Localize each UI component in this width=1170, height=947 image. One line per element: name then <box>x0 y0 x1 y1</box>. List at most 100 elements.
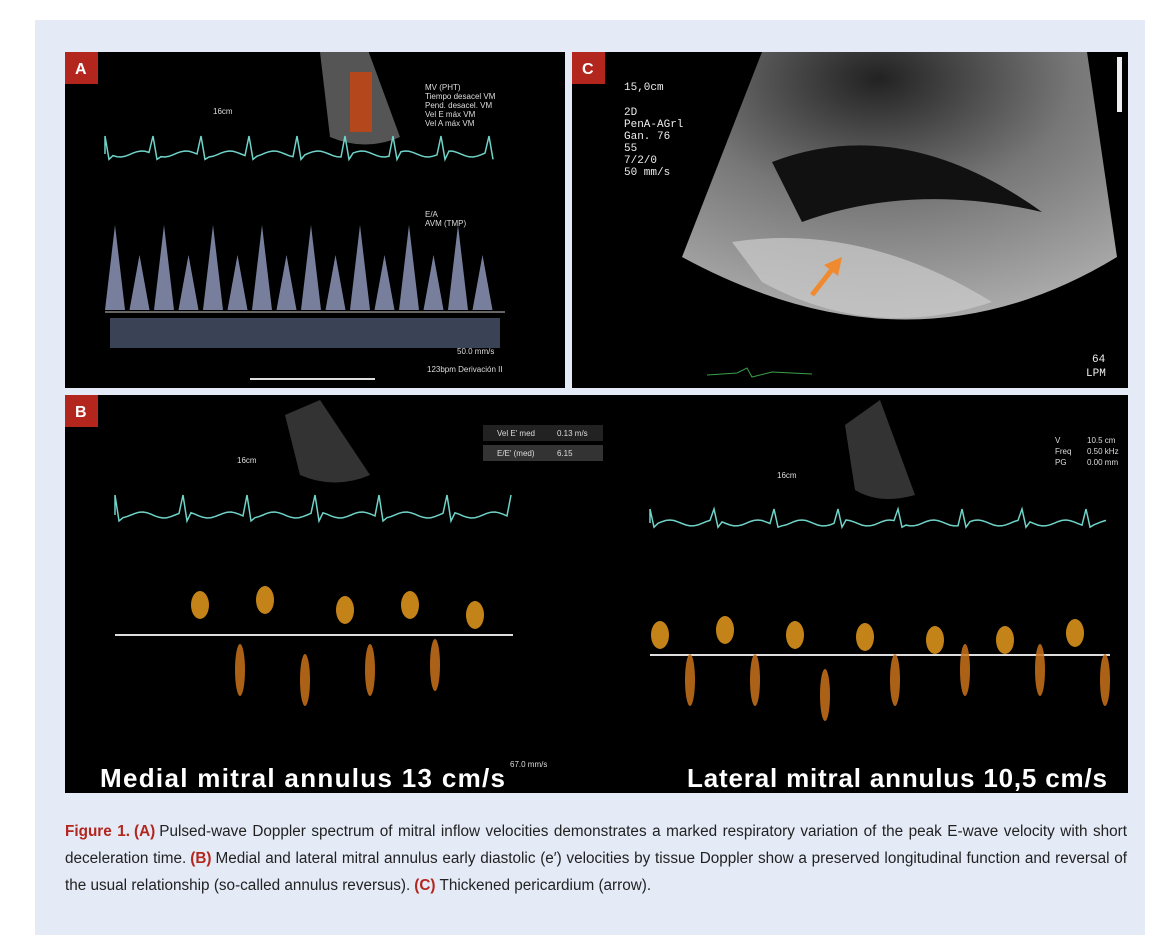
sector <box>845 400 915 499</box>
velocity-signal <box>890 654 900 706</box>
depth: 16cm <box>237 456 257 465</box>
velocity-signal <box>716 616 734 644</box>
velocity-signal <box>466 601 484 629</box>
velocity-signal <box>926 626 944 654</box>
arrow-head <box>824 257 842 276</box>
label-box <box>65 395 98 427</box>
sector <box>285 400 370 483</box>
sweep: 67.0 mm/s <box>510 760 547 769</box>
readout-value: 0.00 mm <box>1087 458 1118 467</box>
setting: 50 mm/s <box>624 167 670 179</box>
overlay-caption: Lateral mitral annulus 10,5 cm/s <box>687 763 1107 793</box>
readout-label: PG <box>1055 458 1067 467</box>
doppler-wave <box>252 225 272 310</box>
panel-label: C <box>582 61 594 78</box>
heart-rate: 64 <box>1092 354 1106 366</box>
velocity-signal <box>685 654 695 706</box>
velocity-signal <box>1035 644 1045 696</box>
gray-scale <box>1117 57 1122 112</box>
ecg <box>114 494 512 524</box>
doppler-wave <box>423 255 444 310</box>
measure: Vel E' med <box>497 429 535 438</box>
doppler-wave <box>203 225 223 310</box>
measure-label: AVM (TMP) <box>425 219 467 228</box>
caption-label: (A) <box>134 823 156 840</box>
velocity-signal <box>750 654 760 706</box>
velocity-signal <box>191 591 209 619</box>
caption-label: (B) <box>190 850 212 867</box>
velocity-signal <box>651 621 669 649</box>
depth: 16cm <box>777 471 797 480</box>
velocity-signal <box>856 623 874 651</box>
depth: 16cm <box>213 107 233 116</box>
setting: 7/2/0 <box>624 155 657 167</box>
doppler-wave <box>129 255 150 310</box>
doppler-wave <box>276 255 297 310</box>
velocity-signal <box>996 626 1014 654</box>
setting: Gan. 76 <box>624 131 670 143</box>
velocity-signal <box>430 639 440 691</box>
readout-box <box>483 425 603 441</box>
measure-label: MV (PHT) <box>425 83 461 92</box>
reverse-spectrum <box>110 318 500 348</box>
overlay-caption: Medial mitral annulus 13 cm/s <box>100 763 505 793</box>
velocity-signal <box>1100 654 1110 706</box>
velocity-signal <box>235 644 245 696</box>
velocity-signal <box>256 586 274 614</box>
doppler-wave <box>105 225 125 310</box>
arrow <box>810 265 836 297</box>
velocity-signal <box>960 644 970 696</box>
ecg <box>104 135 494 162</box>
caption-text: Thickened pericardium (arrow). <box>439 877 652 894</box>
color-flow <box>350 72 372 132</box>
readout-value: 0.50 kHz <box>1087 447 1119 456</box>
label-box <box>572 52 605 84</box>
velocity-signal <box>336 596 354 624</box>
doppler-wave <box>448 225 468 310</box>
doppler-wave <box>472 255 493 310</box>
readout-label: Freq <box>1055 447 1071 456</box>
sweep: 50.0 mm/s <box>457 347 494 356</box>
doppler-wave <box>325 255 346 310</box>
footer: 123bpm Derivación II <box>427 365 503 374</box>
measure-value: 0.13 m/s <box>557 429 588 438</box>
ecg <box>706 367 813 378</box>
pericardium <box>732 238 992 318</box>
readout-label: V <box>1055 436 1061 445</box>
measure-label: Vel A máx VM <box>425 119 475 128</box>
velocity-signal <box>1066 619 1084 647</box>
ecg <box>649 506 1107 530</box>
doppler-wave <box>399 225 419 310</box>
depth: 15,0cm <box>624 82 664 94</box>
doppler-wave <box>227 255 248 310</box>
measure-label: Vel E máx VM <box>425 110 476 119</box>
panel-label: A <box>75 61 87 78</box>
chamber <box>772 145 1042 222</box>
doppler-wave <box>178 255 199 310</box>
readout-value: 10.5 cm <box>1087 436 1116 445</box>
figure-label: Figure 1. <box>65 823 130 840</box>
doppler-wave <box>301 225 321 310</box>
heart-rate-unit: LPM <box>1086 368 1106 380</box>
panel-label: B <box>75 404 87 421</box>
measure-label: E/A <box>425 210 439 219</box>
velocity-signal <box>401 591 419 619</box>
panel-b: B 16cm Vel E' med 0.13 m/s E/E' (med) 6.… <box>65 395 1128 793</box>
caption-text: Medial and lateral mitral annulus early … <box>65 850 1127 894</box>
doppler-wave <box>154 225 174 310</box>
setting: 55 <box>624 143 637 155</box>
setting: 2D <box>624 107 638 119</box>
label-box <box>65 52 98 84</box>
caption-label: (C) <box>414 877 436 894</box>
setting: PenA-AGrl <box>624 119 683 131</box>
doppler-wave <box>350 225 370 310</box>
velocity-signal <box>365 644 375 696</box>
velocity-signal <box>786 621 804 649</box>
doppler-wave <box>374 255 395 310</box>
ratio: E/E' (med) <box>497 449 535 458</box>
measure-label: Pend. desacel. VM <box>425 101 492 110</box>
caption: Figure 1. (A) Pulsed-wave Doppler spectrum… <box>65 818 1127 899</box>
caption-text: Pulsed-wave Doppler spectrum of mitral i… <box>65 823 1128 867</box>
